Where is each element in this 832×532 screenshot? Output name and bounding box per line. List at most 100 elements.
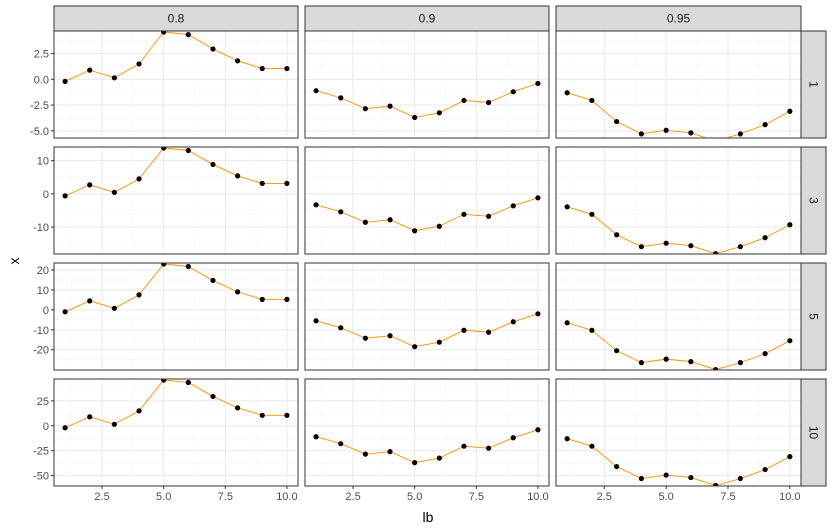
data-point <box>564 436 570 442</box>
panel-border <box>304 378 550 487</box>
data-point <box>589 97 595 104</box>
data-point <box>284 412 290 418</box>
data-point <box>387 217 393 223</box>
panel-border <box>53 146 299 255</box>
data-point <box>638 131 644 137</box>
panel-0.95-10 <box>555 378 802 487</box>
data-point <box>510 203 516 209</box>
data-point <box>111 75 117 81</box>
data-point <box>362 335 368 341</box>
panel-background <box>556 263 801 370</box>
column-strip-label: 0.8 <box>168 12 185 26</box>
data-point <box>762 351 768 357</box>
data-point <box>62 78 68 85</box>
panel-0.9-5 <box>304 262 550 371</box>
data-point <box>787 108 793 114</box>
series-group <box>62 379 290 431</box>
column-strips: 0.8 0.9 0.95 <box>53 5 802 32</box>
data-point <box>338 325 344 331</box>
series-line <box>567 92 791 138</box>
data-point <box>313 318 319 324</box>
data-point <box>762 466 768 473</box>
data-point <box>387 333 393 339</box>
data-point <box>136 61 142 67</box>
y-tick-label: -50 <box>33 471 49 483</box>
data-point <box>461 443 467 449</box>
data-point <box>338 441 344 447</box>
x-tick-label: 2.5 <box>345 491 360 503</box>
data-point <box>564 90 570 96</box>
x-tick-label: 5.0 <box>658 491 673 503</box>
data-point <box>762 122 768 128</box>
panel-background <box>54 147 298 254</box>
series-group <box>564 436 793 486</box>
row-strip-label: 5 <box>807 313 821 320</box>
panel-0.9-1 <box>304 30 550 139</box>
series-group <box>62 31 290 85</box>
y-tick-label: 10 <box>37 285 49 297</box>
data-point <box>564 204 570 210</box>
y-tick-label: 0 <box>43 305 49 317</box>
data-point <box>62 309 68 315</box>
data-point <box>62 425 68 431</box>
panel-0.8-1 <box>53 30 299 139</box>
data-point <box>614 118 620 125</box>
data-point <box>62 193 68 199</box>
data-point <box>510 89 516 95</box>
series-line <box>567 322 791 370</box>
x-tick-label: 10.0 <box>276 491 297 503</box>
y-tick-label: -10 <box>33 222 49 234</box>
y-tick-label: 25 <box>37 396 49 408</box>
column-strip-label: 0.9 <box>419 12 436 26</box>
panel-border <box>555 30 802 139</box>
data-point <box>387 103 393 109</box>
data-point <box>436 339 442 345</box>
data-point <box>589 211 595 217</box>
data-point <box>713 138 718 143</box>
series-line <box>315 313 539 348</box>
x-tick-label: 2.5 <box>597 491 612 503</box>
series-line <box>64 31 287 82</box>
panel-border <box>53 262 299 371</box>
panel-0.95-1 <box>555 30 802 143</box>
data-point <box>111 421 117 427</box>
x-tick-label: 7.5 <box>469 491 484 503</box>
column-strip-0.9 <box>304 5 550 32</box>
data-point <box>663 240 669 246</box>
x-tick-label: 2.5 <box>94 491 109 503</box>
column-strip-0.95 <box>555 5 802 32</box>
data-point <box>614 348 620 354</box>
data-point <box>362 451 368 457</box>
panel-background <box>556 379 801 486</box>
series-line <box>64 379 287 429</box>
data-point <box>387 449 393 455</box>
series-group <box>313 311 541 350</box>
data-point <box>787 222 793 228</box>
panel-background <box>305 147 549 254</box>
data-point <box>688 474 694 481</box>
data-point <box>688 359 694 365</box>
y-tick-label: -5.0 <box>30 126 49 138</box>
data-point <box>284 180 290 186</box>
panel-0.8-10 <box>53 378 299 487</box>
data-point <box>510 319 516 325</box>
data-point <box>713 482 719 486</box>
y-axis-title: x <box>6 258 22 265</box>
column-strip-0.8 <box>53 5 299 32</box>
panel-border <box>304 30 550 139</box>
data-point <box>589 443 595 449</box>
data-point <box>461 211 467 217</box>
data-point <box>87 414 93 420</box>
data-point <box>737 360 743 366</box>
series-line <box>315 83 539 118</box>
data-point <box>161 31 167 35</box>
panel-border <box>53 30 299 139</box>
data-point <box>235 405 241 411</box>
data-point <box>486 445 492 451</box>
data-point <box>185 147 191 154</box>
panel-border <box>304 262 550 371</box>
data-point <box>412 228 418 234</box>
y-tick-label: 10 <box>37 156 49 168</box>
data-point <box>313 88 319 94</box>
data-point <box>111 305 117 311</box>
